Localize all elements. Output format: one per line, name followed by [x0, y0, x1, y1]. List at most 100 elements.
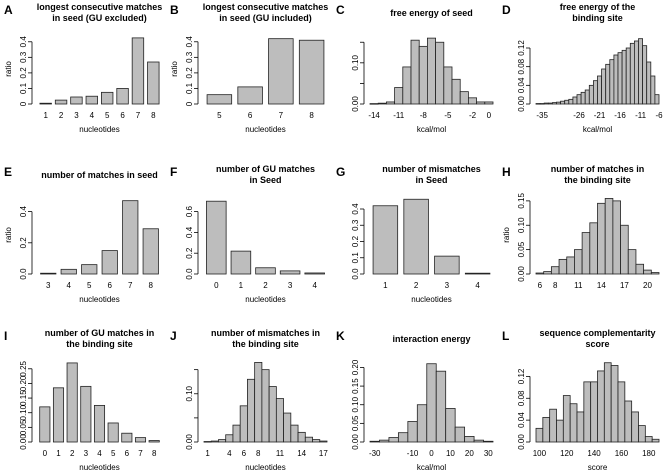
x-tick-label: -21: [594, 111, 606, 120]
bar: [613, 54, 619, 105]
bar: [230, 250, 252, 275]
bar: [568, 98, 574, 105]
panel-letter: A: [4, 3, 13, 17]
y-tick-label: 0.2: [19, 237, 28, 249]
chart-title: sequence complementarity: [539, 328, 655, 338]
x-tick-label: 1: [383, 281, 388, 290]
x-tick-label: 0: [43, 449, 48, 458]
panel-letter: C: [336, 3, 345, 17]
x-tick-label: 7: [138, 449, 143, 458]
bar: [543, 102, 549, 105]
x-tick-label: 8: [553, 281, 558, 290]
bar: [610, 365, 619, 443]
chart-title: longest consecutive matches: [203, 2, 329, 12]
bar: [650, 75, 656, 105]
bar: [283, 412, 292, 443]
x-axis-label: kcal/mol: [417, 125, 447, 134]
bar: [646, 61, 652, 105]
bar: [261, 369, 270, 443]
chart-title: in seed (GU included): [219, 13, 312, 23]
bar: [101, 91, 114, 105]
x-tick-label: 4: [227, 449, 232, 458]
x-tick-label: 7: [136, 111, 141, 120]
x-tick-label: 1: [205, 449, 210, 458]
bar: [304, 272, 325, 275]
panel-letter: B: [170, 3, 179, 17]
y-tick-label: 0.2: [351, 235, 360, 247]
bar: [601, 68, 607, 105]
bar: [279, 270, 301, 275]
bar: [101, 250, 118, 275]
bar: [484, 101, 494, 105]
y-tick-label: 0.04: [517, 77, 526, 93]
bar: [593, 80, 598, 105]
bar: [40, 272, 57, 275]
chart-title: interaction energy: [392, 334, 470, 344]
y-tick-label: 0.15: [517, 193, 526, 209]
bar: [416, 404, 428, 443]
y-tick-label: 0.0: [351, 268, 360, 280]
x-tick-label: 10: [446, 449, 455, 458]
bar: [464, 272, 491, 275]
bar: [407, 421, 418, 443]
x-tick-label: 11: [574, 281, 583, 290]
bar: [426, 363, 437, 443]
chart-title: score: [585, 339, 609, 349]
bar: [434, 255, 460, 275]
bar: [627, 249, 637, 275]
chart-title: binding site: [572, 13, 623, 23]
y-tick-label: 0.00: [517, 434, 526, 450]
panel-letter: G: [336, 165, 345, 179]
x-tick-label: -6: [655, 111, 663, 120]
panel-letter: J: [170, 329, 177, 343]
bar: [247, 378, 256, 443]
bar: [605, 63, 611, 105]
x-tick-label: -10: [407, 449, 419, 458]
y-tick-label: 0.08: [517, 58, 526, 74]
bar: [268, 386, 277, 443]
panel-letter: D: [502, 3, 511, 17]
x-tick-label: 8: [149, 281, 154, 290]
x-tick-label: -35: [536, 111, 548, 120]
x-tick-label: 5: [217, 111, 222, 120]
x-tick-label: 20: [643, 281, 652, 290]
bar: [558, 258, 568, 275]
y-axis-label: ratio: [4, 61, 13, 77]
y-tick-label: 0.10: [351, 54, 360, 70]
bar: [237, 86, 263, 105]
bar: [312, 439, 321, 443]
bar: [80, 385, 92, 443]
bar: [651, 438, 660, 443]
x-tick-label: -26: [573, 111, 585, 120]
y-tick-label: 0.12: [517, 368, 526, 384]
y-tick-label: 0: [19, 101, 28, 106]
bar: [564, 99, 570, 105]
bar: [584, 89, 590, 105]
bar: [426, 37, 436, 105]
bar: [604, 198, 614, 275]
panel-letter: H: [502, 165, 511, 179]
x-tick-label: 4: [90, 111, 95, 120]
x-tick-label: 160: [615, 449, 629, 458]
x-axis-label: nucleotides: [79, 125, 119, 134]
x-tick-label: -11: [393, 111, 405, 120]
y-axis-label: ratio: [502, 227, 511, 243]
chart-title: free energy of seed: [390, 8, 473, 18]
bar: [562, 395, 571, 443]
x-tick-label: 8: [152, 449, 157, 458]
chart-title: in Seed: [249, 175, 281, 185]
x-tick-label: 5: [87, 281, 92, 290]
bar: [569, 403, 578, 443]
x-tick-label: 3: [288, 281, 293, 290]
x-tick-label: 14: [297, 449, 306, 458]
bar: [631, 411, 639, 443]
x-tick-label: -11: [635, 111, 647, 120]
x-tick-label: 5: [105, 111, 110, 120]
bar: [543, 271, 552, 275]
bar: [549, 408, 557, 443]
bar: [464, 436, 475, 443]
y-tick-label: 0.10: [351, 396, 360, 412]
bar: [535, 272, 545, 275]
